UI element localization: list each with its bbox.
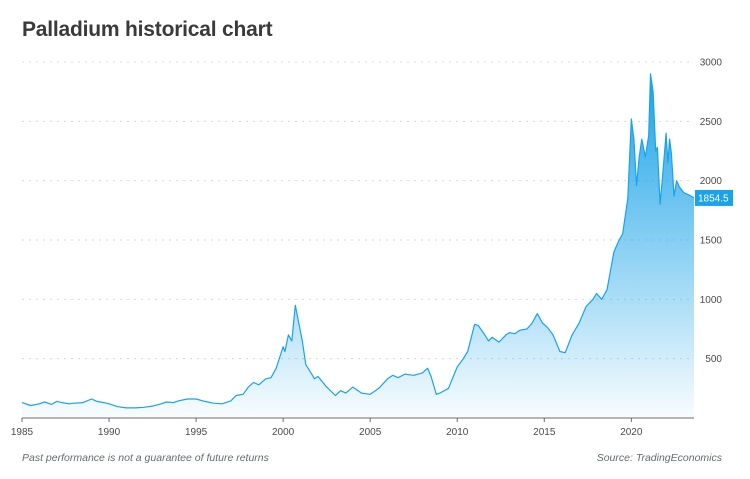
disclaimer-text: Past performance is not a guarantee of f… <box>22 452 269 464</box>
x-tick-label: 2010 <box>446 427 469 438</box>
x-tick-label: 2005 <box>359 427 382 438</box>
x-tick-label: 2015 <box>533 427 556 438</box>
y-tick-label: 500 <box>705 354 722 365</box>
last-value-label: 1854.5 <box>698 193 729 204</box>
x-tick-label: 1990 <box>98 427 121 438</box>
y-tick-label: 2000 <box>700 176 723 187</box>
y-tick-label: 3000 <box>700 58 723 69</box>
y-tick-label: 1500 <box>700 236 723 247</box>
source-text: Source: TradingEconomics <box>596 452 722 464</box>
last-value-badge-bg <box>695 189 733 206</box>
y-axis-ticks: 500 1000 1500 2000 2500 3000 <box>700 58 723 366</box>
x-axis-ticks: 1985 1990 1995 2000 2005 2010 2015 2020 <box>11 418 643 438</box>
page-title: Palladium historical chart <box>22 18 273 41</box>
x-tick-label: 1985 <box>11 427 34 438</box>
price-area <box>22 73 694 419</box>
last-value-badge: 1854.5 <box>695 189 733 206</box>
x-tick-label: 1995 <box>185 427 208 438</box>
y-tick-label: 1000 <box>700 295 723 306</box>
x-tick-label: 2000 <box>272 427 295 438</box>
price-line <box>21 73 695 409</box>
x-tick-label: 2020 <box>620 427 643 438</box>
y-tick-label: 2500 <box>700 117 723 128</box>
